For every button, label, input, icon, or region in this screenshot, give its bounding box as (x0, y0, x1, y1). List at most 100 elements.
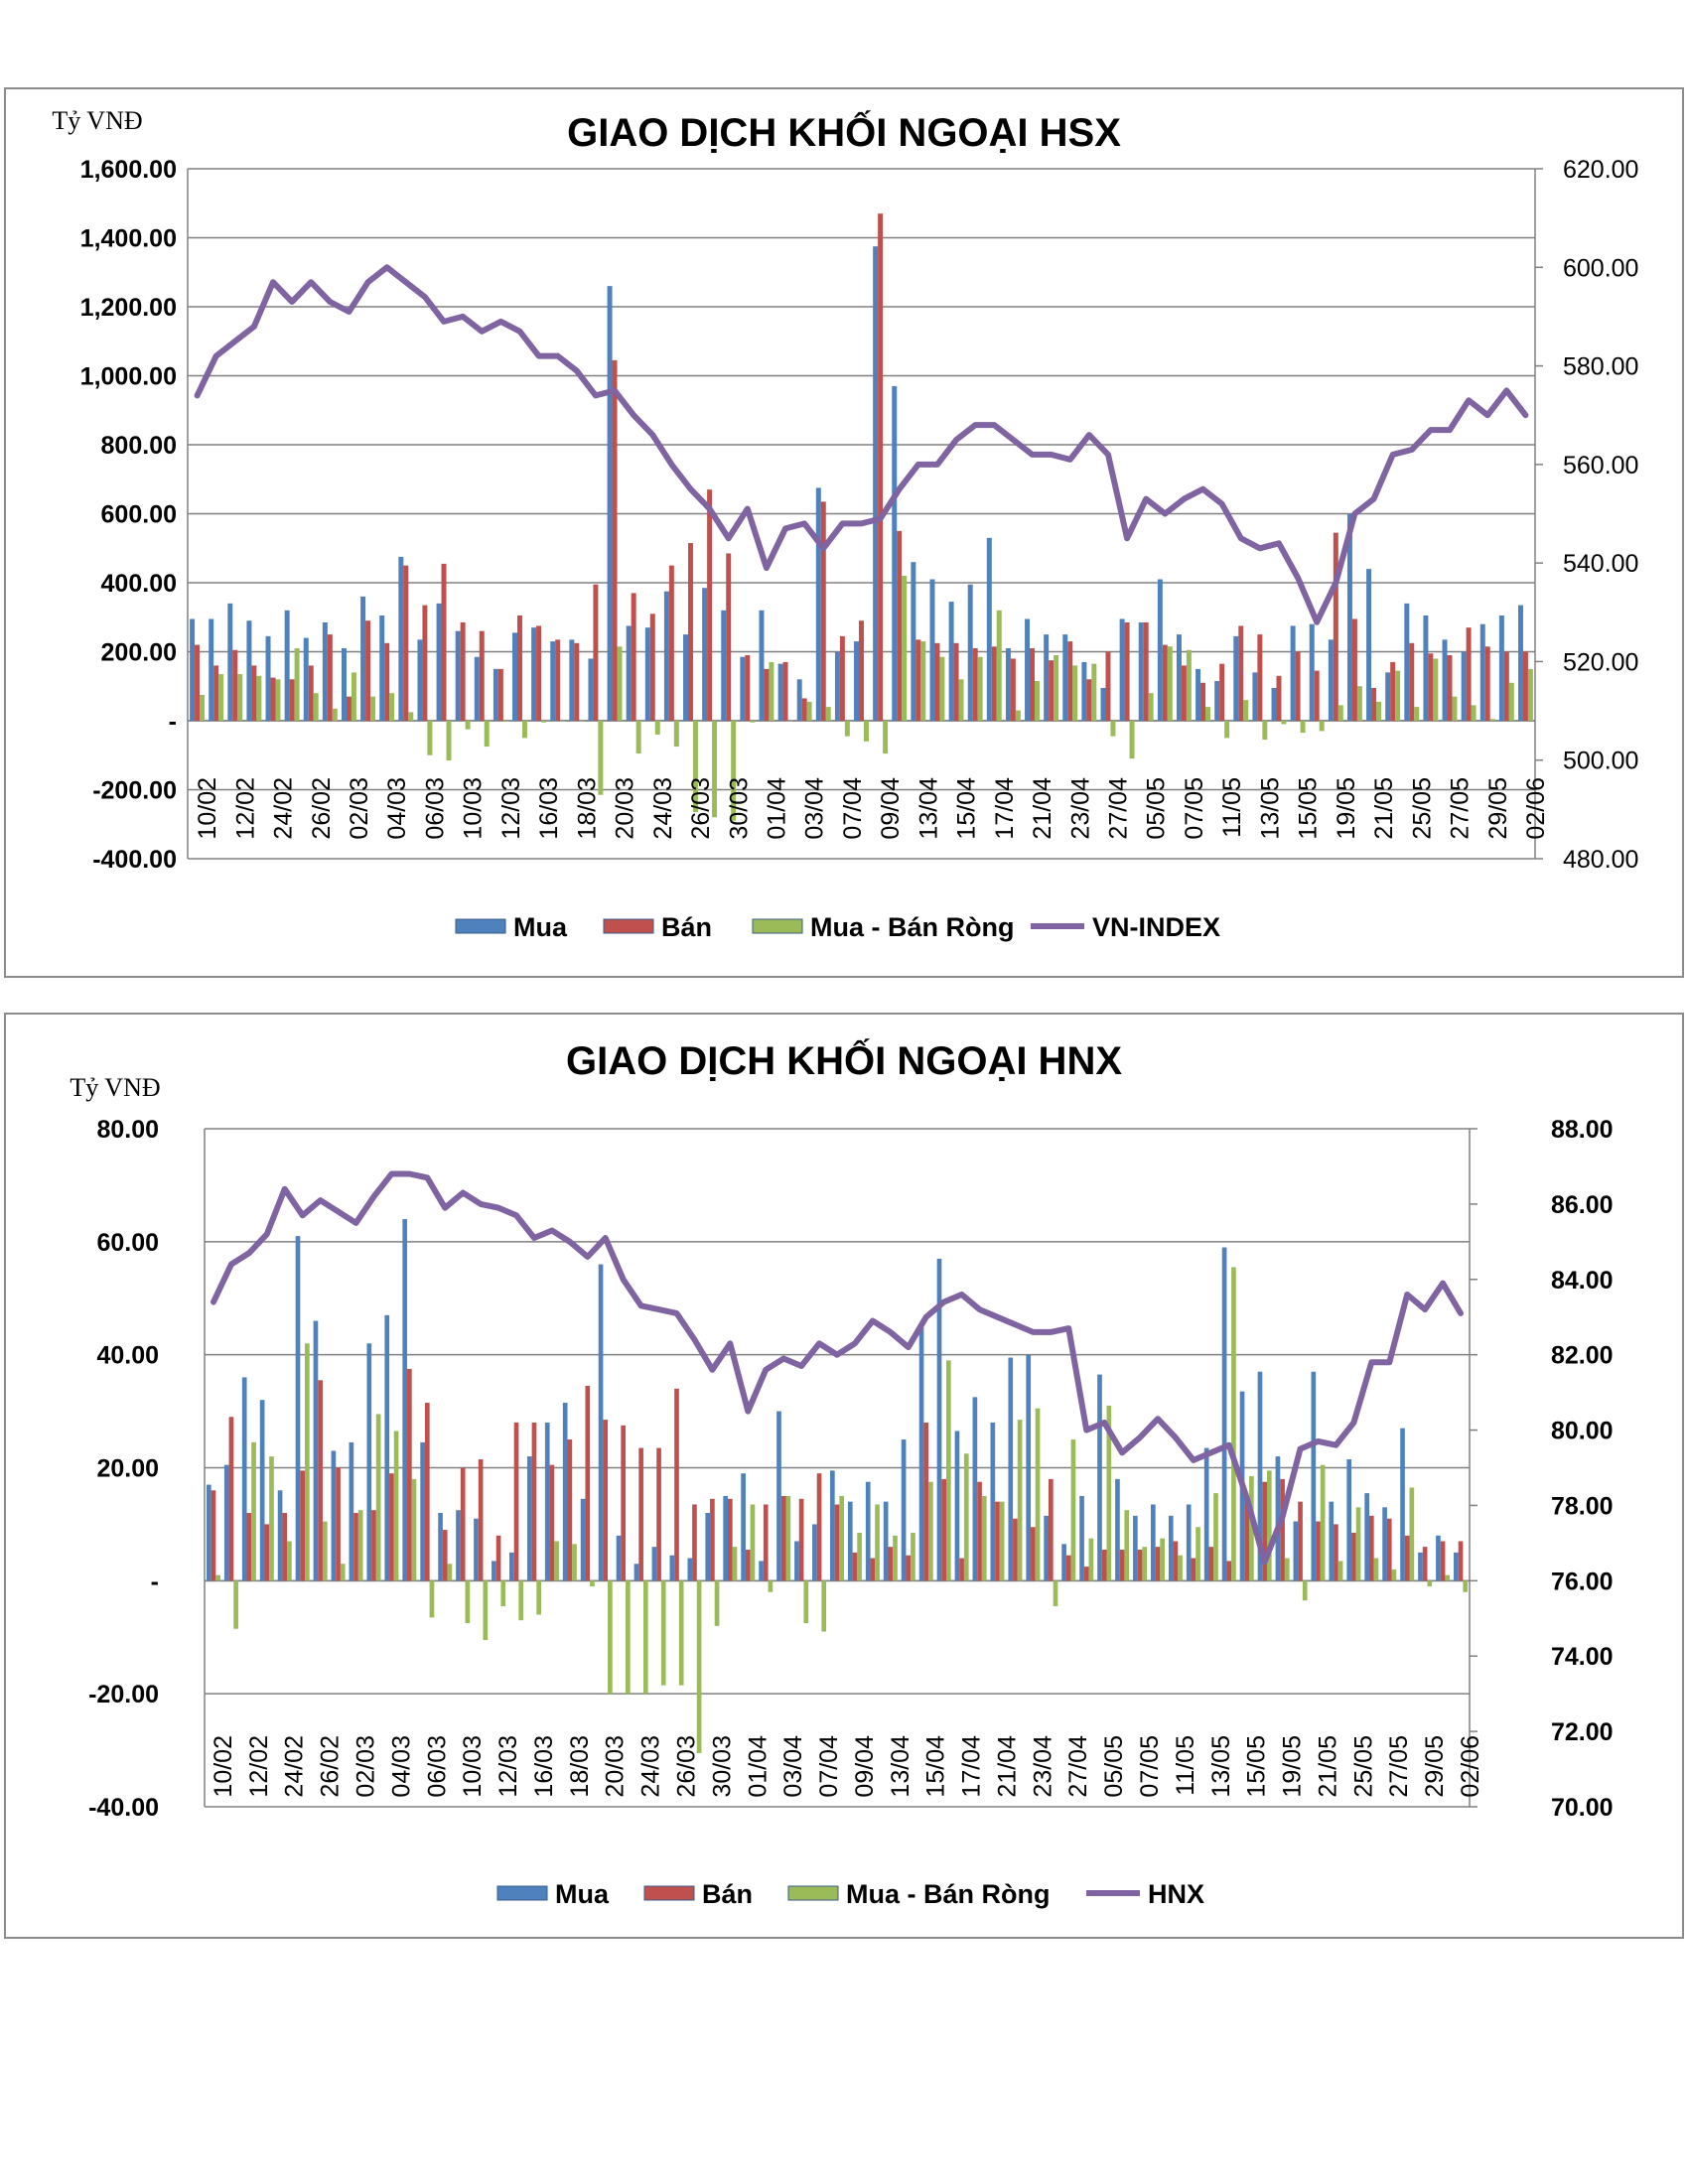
y-tick-label: 80.00 (96, 1116, 159, 1144)
bar-buy (550, 641, 556, 721)
bar-buy (651, 1547, 657, 1581)
bar-sell (353, 1513, 358, 1581)
bar-net (696, 1580, 702, 1753)
bar-net (732, 1547, 738, 1581)
bar-buy (598, 1264, 604, 1581)
bar-net (1205, 707, 1210, 721)
bar-net (660, 1580, 666, 1686)
x-tick-label: 24/02 (281, 1735, 309, 1798)
bar-sell (1048, 1478, 1054, 1581)
x-tick-label: 07/05 (1136, 1735, 1164, 1798)
y-tick-label: 200.00 (101, 639, 177, 667)
bar-buy (342, 648, 347, 721)
bar-net (1035, 1408, 1041, 1581)
bar-net (233, 1580, 238, 1629)
bar-net (1391, 1569, 1397, 1581)
y2-tick-label: 80.00 (1551, 1418, 1614, 1445)
legend-swatch (455, 918, 506, 934)
legend-label: Bán (702, 1879, 753, 1909)
bar-buy (277, 1490, 283, 1581)
bar-net (883, 721, 889, 754)
bar-buy (972, 1397, 978, 1581)
bar-buy (455, 630, 461, 721)
bar-sell (1316, 1521, 1321, 1581)
bar-net (875, 1504, 880, 1581)
bar-buy (1364, 1493, 1369, 1581)
bar-net (572, 1544, 577, 1581)
bar-buy (1062, 634, 1068, 721)
bar-buy (384, 1314, 390, 1581)
y2-tick-label: 520.00 (1563, 648, 1638, 676)
bar-sell (820, 501, 826, 721)
bar-buy (366, 1343, 372, 1581)
bar-buy (776, 1411, 781, 1581)
x-tick-label: 12/03 (497, 777, 525, 840)
x-tick-label: 20/03 (612, 777, 639, 840)
bar-sell (478, 1458, 484, 1581)
x-tick-label: 21/05 (1370, 777, 1398, 840)
x-tick-label: 17/04 (991, 777, 1019, 840)
bar-net (1445, 1574, 1451, 1581)
bar-net (825, 707, 831, 721)
bar-buy (1290, 625, 1296, 721)
bar-buy (1081, 661, 1087, 721)
bar-buy (526, 1456, 532, 1581)
bar-net (977, 656, 983, 721)
bar-net (1053, 1580, 1058, 1606)
bar-net (370, 696, 376, 721)
bar-sell (1083, 1567, 1089, 1581)
y-tick-label: -40.00 (88, 1794, 159, 1822)
bar-sell (1522, 651, 1528, 721)
bar-net (1302, 1580, 1308, 1601)
bar-net (1034, 681, 1040, 721)
bar-buy (1150, 1504, 1156, 1581)
bar-net (1284, 1558, 1290, 1581)
bar-net (313, 693, 319, 721)
bar-net (1433, 658, 1439, 721)
bar-net (768, 1580, 774, 1592)
bar-sell (536, 625, 542, 721)
x-tick-label: 20/03 (602, 1735, 630, 1798)
bar-sell (1119, 1550, 1125, 1581)
bar-buy (331, 1450, 337, 1581)
x-tick-label: 24/03 (649, 777, 677, 840)
bar-net (357, 1510, 363, 1581)
bar-sell (424, 1403, 430, 1581)
bar-buy (474, 656, 480, 721)
hsx-chart: GIAO DỊCH KHỐI NGOẠI HSX Tỷ VNĐ -400.00-… (52, 106, 1638, 942)
bar-buy (265, 635, 271, 721)
x-tick-label: 26/02 (317, 1735, 345, 1798)
x-tick-label: 21/05 (1314, 1735, 1341, 1798)
bar-sell (745, 1550, 751, 1581)
x-tick-label: 23/04 (1029, 1735, 1056, 1798)
bar-sell (780, 1495, 786, 1581)
bar-net (598, 721, 604, 795)
bar-buy (190, 618, 196, 721)
bar-buy (759, 610, 765, 721)
bar-sell (959, 1558, 964, 1581)
bar-buy (936, 1258, 942, 1581)
bar-net (1129, 721, 1135, 759)
bar-sell (300, 1470, 306, 1581)
x-tick-label: 12/02 (245, 1735, 273, 1798)
bar-sell (479, 630, 485, 721)
bar-sell (977, 1481, 982, 1581)
bar-buy (1404, 603, 1410, 721)
bar-buy (1133, 1515, 1138, 1581)
bar-net (1337, 1561, 1343, 1581)
bar-buy (873, 246, 879, 721)
bar-buy (883, 1501, 889, 1581)
bar-net (1091, 663, 1097, 721)
bar-net (857, 1532, 862, 1581)
bar-sell (1295, 651, 1301, 721)
bar-net (340, 1564, 346, 1581)
x-tick-label: 30/03 (708, 1735, 736, 1798)
bar-net (375, 1414, 381, 1581)
bar-sell (1238, 625, 1244, 721)
bar-sell (1226, 1561, 1232, 1581)
bar-net (269, 1456, 274, 1581)
bar-buy (398, 556, 404, 721)
y-tick-label: 1,000.00 (80, 363, 177, 391)
bar-buy (1097, 1374, 1102, 1581)
bar-sell (991, 646, 997, 721)
